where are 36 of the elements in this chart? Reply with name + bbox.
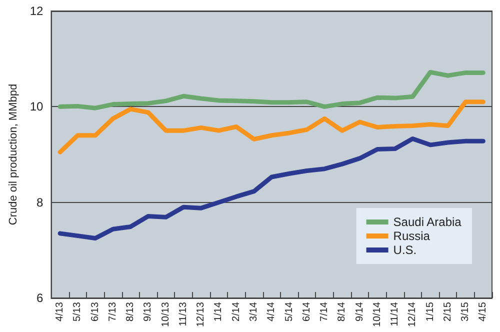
x-tick-label: 2/14 bbox=[230, 302, 242, 322]
x-tick-label: 1/15 bbox=[424, 302, 436, 322]
x-tick-label: 10/13 bbox=[160, 302, 172, 328]
x-tick-label: 1/14 bbox=[213, 302, 224, 322]
line-series bbox=[58, 136, 486, 240]
x-tick-label: 3/14 bbox=[248, 302, 260, 322]
x-tick-label: 6/13 bbox=[90, 302, 101, 322]
line-series bbox=[58, 100, 486, 154]
y-tick-label: 8 bbox=[36, 195, 44, 210]
x-tick-label: 4/15 bbox=[478, 302, 489, 322]
y-axis-title: Crude oil production, MMbpd bbox=[8, 84, 20, 226]
x-tick-label: 3/15 bbox=[460, 302, 472, 322]
x-tick-label: 7/13 bbox=[107, 302, 118, 322]
line-series bbox=[58, 70, 486, 110]
x-tick-label: 11/14 bbox=[390, 302, 401, 326]
legend-label: U.S. bbox=[393, 243, 417, 257]
legend-label: Saudi Arabia bbox=[393, 215, 462, 229]
x-tick-label: 8/13 bbox=[125, 302, 136, 322]
x-tick-label: 5/14 bbox=[284, 302, 295, 322]
x-tick-label: 10/14 bbox=[372, 302, 383, 328]
x-tick-label: 12/13 bbox=[196, 302, 207, 328]
y-tick-label: 6 bbox=[36, 291, 44, 305]
x-tick-label: 11/13 bbox=[178, 302, 189, 326]
x-tick-label: 12/14 bbox=[407, 302, 418, 328]
x-tick-label: 7/14 bbox=[319, 302, 330, 322]
y-tick-label: 12 bbox=[30, 4, 44, 18]
x-tick-label: 4/13 bbox=[54, 302, 66, 322]
y-tick-label: 10 bbox=[30, 100, 44, 114]
x-tick-label: 9/14 bbox=[354, 302, 366, 322]
x-tick-label: 2/15 bbox=[442, 302, 454, 322]
x-tick-label: 4/14 bbox=[266, 302, 278, 322]
x-tick-label: 8/14 bbox=[336, 302, 348, 322]
x-tick-label: 5/13 bbox=[72, 302, 84, 322]
legend-label: Russia bbox=[393, 229, 430, 243]
x-tick-label: 6/14 bbox=[301, 302, 312, 322]
x-tick-label: 9/13 bbox=[142, 302, 154, 322]
